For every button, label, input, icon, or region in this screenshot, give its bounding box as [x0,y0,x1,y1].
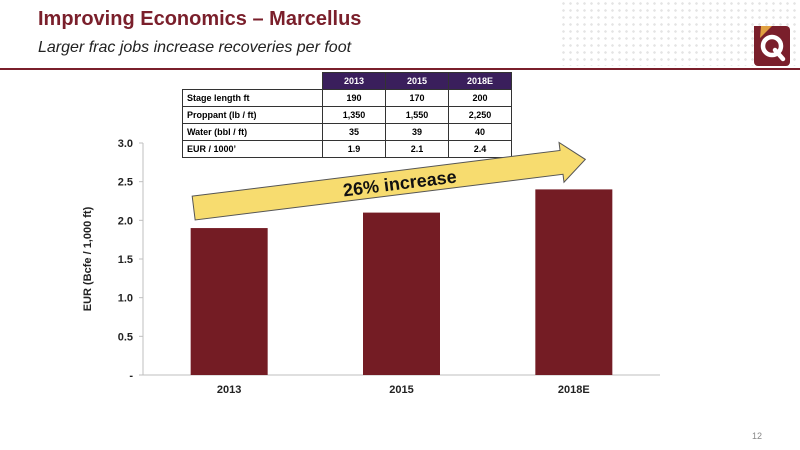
y-axis-label: EUR (Bcfe / 1,000 ft) [82,206,94,311]
arrow-shape [191,141,587,221]
x-tick-label: 2015 [389,384,413,396]
frac-data-table: 2013 2015 2018E Stage length ft 190 170 … [182,72,512,158]
bar [190,228,268,375]
row-label: EUR / 1000’ [182,140,323,158]
y-tick-label: 2.5 [118,177,133,189]
page-subtitle: Larger frac jobs increase recoveries per… [38,39,352,56]
x-tick-label: 2013 [217,384,241,396]
y-tick-label: 3.0 [118,138,133,150]
company-logo-icon [754,26,790,66]
title-divider [0,68,800,70]
column-header: 2013 [322,72,386,90]
bar [535,189,613,375]
page-title: Improving Economics – Marcellus [38,8,362,30]
y-tick-label: 1.5 [118,254,133,266]
y-tick-label: 1.0 [118,293,133,305]
table-row: Stage length ft 190 170 200 [182,89,512,107]
table-header-row: 2013 2015 2018E [183,72,512,90]
column-header: 2018E [448,72,512,90]
table-row: EUR / 1000’ 1.9 2.1 2.4 [182,140,512,158]
page-number: 12 [752,431,763,441]
table-cell: 2.4 [448,140,512,158]
column-header: 2015 [385,72,449,90]
x-tick-label: 2018E [558,384,590,396]
bar [363,212,440,375]
y-tick-label: - [129,370,133,382]
y-tick-label: 2.0 [118,215,133,227]
y-tick-label: 0.5 [118,331,133,343]
table-row: Water (bbl / ft) 35 39 40 [182,123,512,141]
